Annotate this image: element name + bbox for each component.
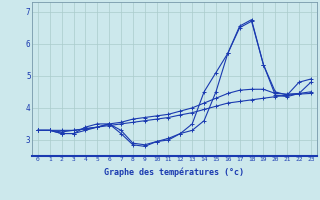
X-axis label: Graphe des températures (°c): Graphe des températures (°c) (104, 168, 244, 177)
